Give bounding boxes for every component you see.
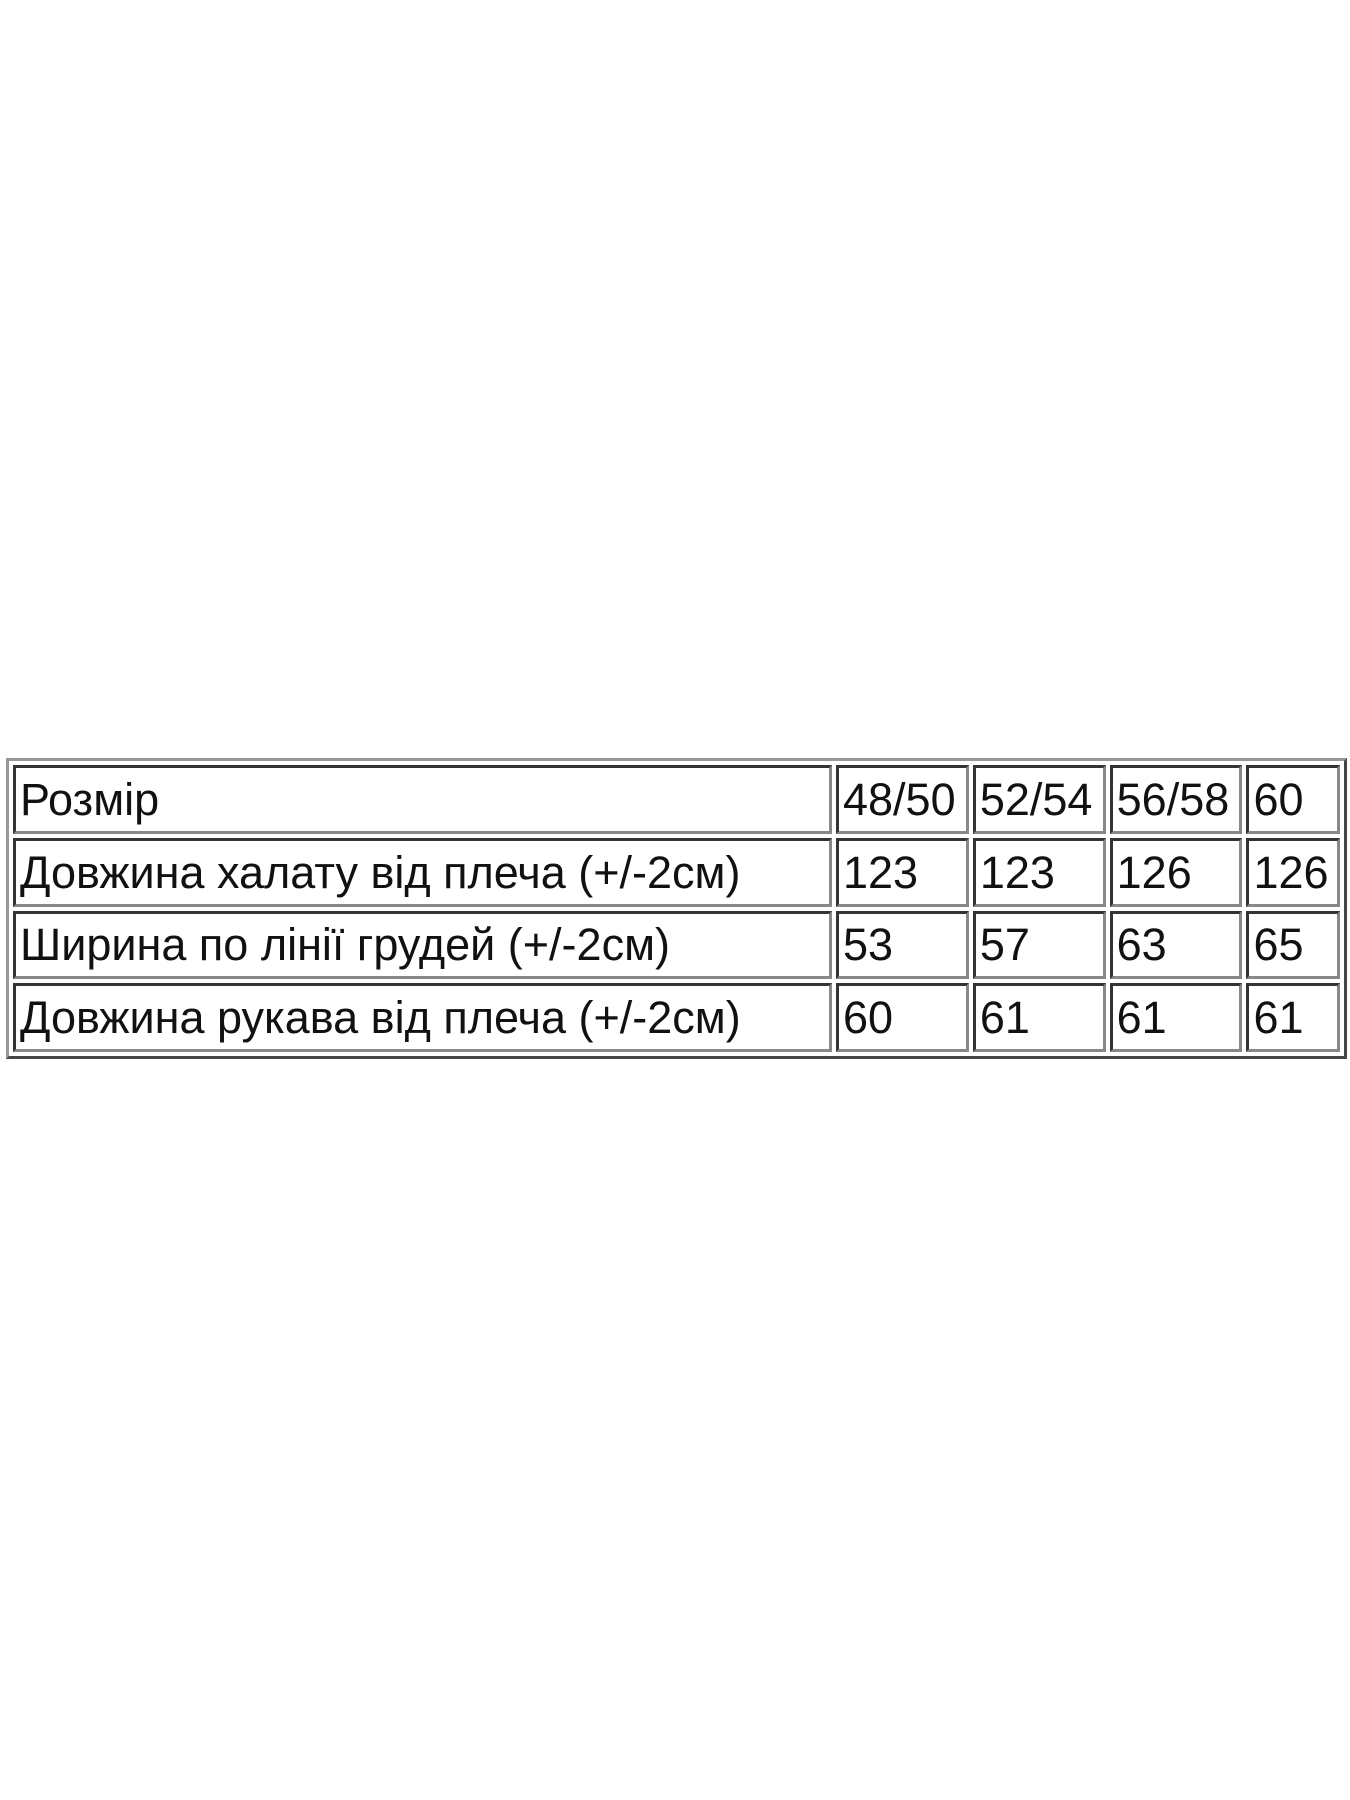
size-header: 56/58 [1109,765,1243,834]
row-label: Довжина рукава від плеча (+/-2см) [13,983,832,1052]
size-header: 48/50 [836,765,969,834]
cell: 60 [836,983,969,1052]
cell: 126 [1109,837,1243,907]
table-row: Довжина халату від плеча (+/-2см) 123 12… [13,837,1340,907]
cell: 61 [1109,983,1243,1052]
header-label: Розмір [13,765,832,834]
row-label: Довжина халату від плеча (+/-2см) [13,837,832,907]
table-header-row: Розмір 48/50 52/54 56/58 60 [13,765,1340,834]
cell: 65 [1246,910,1340,980]
size-header: 52/54 [972,765,1106,834]
cell: 126 [1246,837,1340,907]
table-row: Довжина рукава від плеча (+/-2см) 60 61 … [13,983,1340,1052]
cell: 61 [972,983,1106,1052]
size-header: 60 [1246,765,1340,834]
cell: 123 [972,837,1106,907]
cell: 57 [972,910,1106,980]
cell: 53 [836,910,969,980]
table-row: Ширина по лінії грудей (+/-2см) 53 57 63… [13,910,1340,980]
cell: 123 [836,837,969,907]
size-chart-table: Розмір 48/50 52/54 56/58 60 Довжина хала… [6,758,1347,1059]
cell: 63 [1109,910,1243,980]
cell: 61 [1246,983,1340,1052]
row-label: Ширина по лінії грудей (+/-2см) [13,910,832,980]
